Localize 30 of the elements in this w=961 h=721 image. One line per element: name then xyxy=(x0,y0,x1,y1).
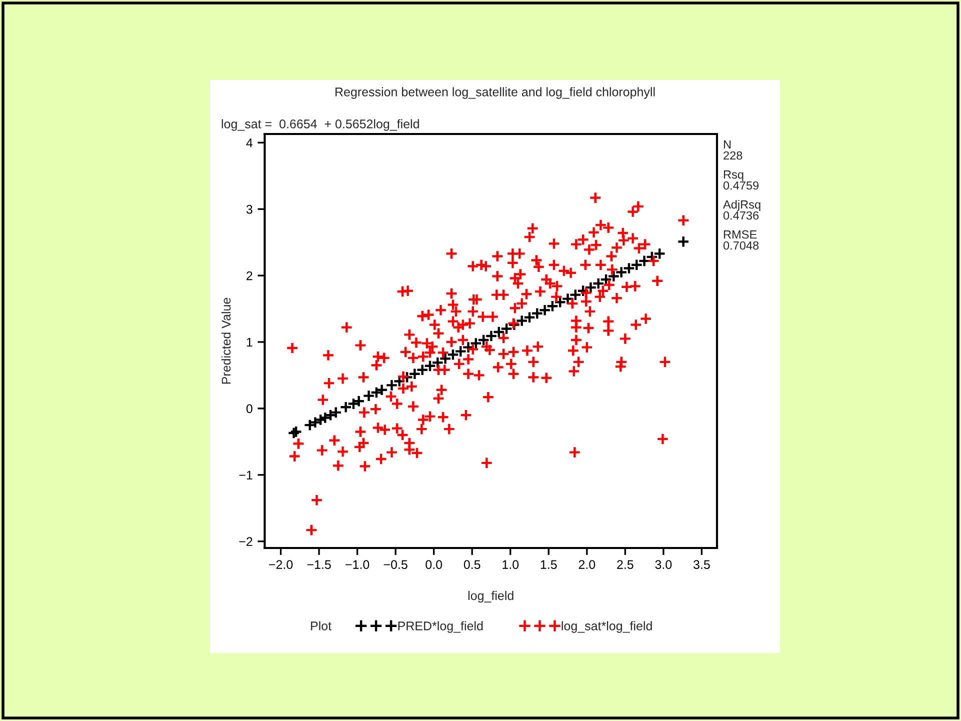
x-tick-label: 2.5 xyxy=(617,560,634,569)
x-tick-label: −1.0 xyxy=(346,560,370,569)
x-tick-label: 0.0 xyxy=(426,560,442,569)
y-tick-label: 0 xyxy=(246,404,252,414)
x-tick-label: 1.0 xyxy=(502,560,519,569)
y-tick-label: −1 xyxy=(239,470,252,480)
legend-label: log_sat*log_field xyxy=(562,621,652,633)
legend-label: PRED*log_field xyxy=(398,621,483,633)
y-tick-label: 4 xyxy=(246,138,253,148)
text: N 228 xyxy=(724,140,742,160)
y-axis-title: Predicted Value xyxy=(221,298,231,384)
x-tick-label: 3.5 xyxy=(693,560,710,569)
x-tick-label: −0.5 xyxy=(384,560,408,569)
x-tick-label: 3.0 xyxy=(655,560,672,569)
y-tick-label: 2 xyxy=(246,271,252,280)
x-tick-label: 1.5 xyxy=(540,560,557,569)
chart-title: Regression between log_satellite and log_field chlorophyll xyxy=(336,87,655,99)
y-tick-label: 3 xyxy=(246,204,252,214)
text: AdjRsq 0.4736 xyxy=(723,200,760,220)
y-tick-label: −2 xyxy=(239,537,252,546)
x-tick-label: 2.0 xyxy=(578,560,596,569)
text: RMSE 0.7048 xyxy=(723,230,759,250)
x-tick-label: 0.5 xyxy=(464,560,480,569)
y-tick-label: 1 xyxy=(246,338,252,347)
x-tick-label: −2.0 xyxy=(269,560,293,569)
legend-title: Plot xyxy=(311,621,332,630)
text: log_sat = 0.6654 + 0.5652log_field xyxy=(222,119,419,131)
x-axis-title: log_field xyxy=(468,590,514,603)
text: Rsq 0.4759 xyxy=(723,170,759,190)
x-tick-label: −1.5 xyxy=(307,560,331,569)
